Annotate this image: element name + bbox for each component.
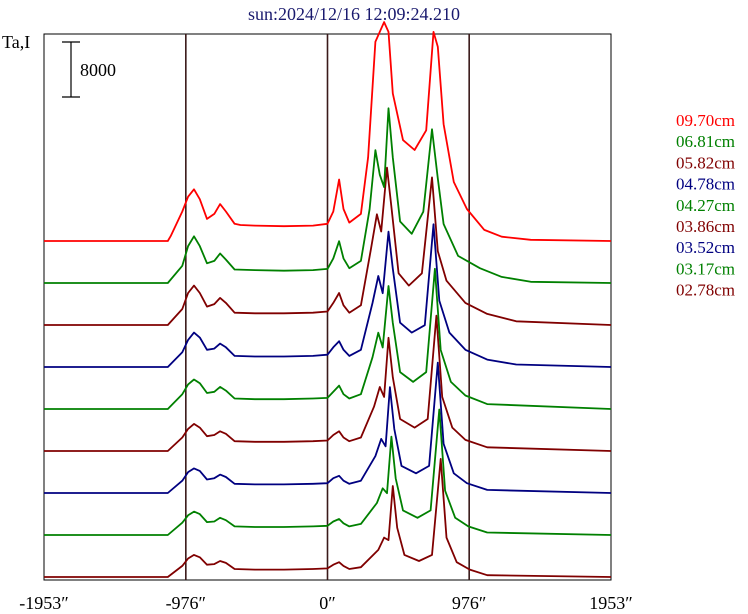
series-line-06.81cm (44, 107, 612, 284)
legend-item-05.82cm: 05.82cm (676, 153, 735, 172)
legend-item-04.27cm: 04.27cm (676, 196, 735, 215)
legend-item-02.78cm: 02.78cm (676, 281, 735, 300)
series-line-03.86cm (44, 314, 612, 452)
x-tick-label-2: 0″ (319, 593, 336, 613)
legend-item-03.17cm: 03.17cm (676, 259, 735, 278)
series-line-05.82cm (44, 166, 612, 326)
scale-bar: 8000 (62, 41, 116, 98)
series-line-04.78cm (44, 223, 612, 368)
x-tick-label-3: 976″ (452, 593, 487, 613)
legend-item-03.86cm: 03.86cm (676, 217, 735, 236)
series-line-02.78cm (44, 457, 612, 578)
legend-item-06.81cm: 06.81cm (676, 132, 735, 151)
x-tick-label-0: -1953″ (19, 593, 69, 613)
series-line-03.52cm (44, 361, 612, 494)
series-line-04.27cm (44, 267, 612, 410)
legend-item-04.78cm: 04.78cm (676, 175, 735, 194)
series-line-03.17cm (44, 408, 612, 536)
series-lines (44, 21, 612, 578)
x-tick-label-1: -976″ (166, 593, 207, 613)
y-axis-label: Ta,I (2, 32, 30, 52)
x-tick-labels: -1953″ -976″ 0″ 976″ 1953″ (19, 593, 633, 613)
vertical-reference-lines (185, 34, 470, 580)
legend-item-09.70cm: 09.70cm (676, 111, 735, 130)
series-line-09.70cm (44, 21, 612, 242)
legend: 09.70cm 06.81cm 05.82cm 04.78cm 04.27cm 03.86… (676, 111, 735, 300)
chart-title: sun:2024/12/16 12:09:24.210 (248, 4, 460, 24)
scale-bar-label: 8000 (80, 60, 116, 80)
legend-item-03.52cm: 03.52cm (676, 238, 735, 257)
x-tick-label-4: 1953″ (589, 593, 633, 613)
